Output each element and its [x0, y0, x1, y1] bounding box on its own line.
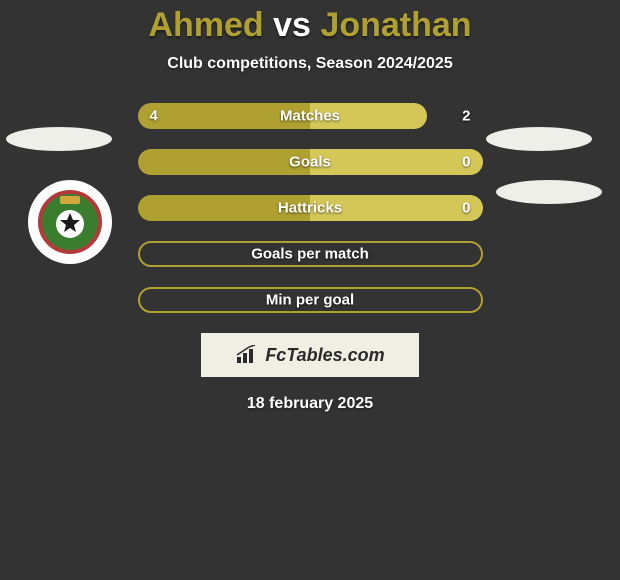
player1-club-badge	[28, 180, 112, 264]
fctables-logo: FcTables.com	[201, 333, 419, 377]
bar-outline	[138, 287, 483, 313]
stat-value-left: 4	[150, 108, 158, 125]
stat-row: Goals per match	[138, 241, 483, 267]
bar-chart-icon	[235, 345, 261, 365]
stat-row: Matches42	[138, 103, 483, 129]
subtitle: Club competitions, Season 2024/2025	[0, 55, 620, 73]
bar-outline	[138, 241, 483, 267]
bar-left	[138, 149, 311, 175]
stats-area: Matches42Goals0Hattricks0Goals per match…	[138, 103, 483, 313]
stat-value-right: 0	[462, 200, 470, 217]
page-title: Ahmed vs Jonathan	[0, 0, 620, 45]
stat-row: Hattricks0	[138, 195, 483, 221]
club-badge-icon	[38, 190, 102, 254]
title-player1: Ahmed	[148, 6, 263, 44]
bar-left	[138, 103, 311, 129]
stat-row: Min per goal	[138, 287, 483, 313]
bar-right	[310, 103, 427, 129]
stat-row: Goals0	[138, 149, 483, 175]
bar-right	[310, 195, 483, 221]
player2-club-placeholder	[496, 180, 602, 204]
player1-avatar-placeholder	[6, 127, 112, 151]
fctables-logo-text: FcTables.com	[265, 345, 384, 366]
stat-value-right: 2	[462, 108, 470, 125]
bar-left	[138, 195, 311, 221]
player2-avatar-placeholder	[486, 127, 592, 151]
bar-right	[310, 149, 483, 175]
title-vs: vs	[273, 6, 311, 44]
date-line: 18 february 2025	[0, 395, 620, 413]
stat-value-right: 0	[462, 154, 470, 171]
title-player2: Jonathan	[320, 6, 471, 44]
